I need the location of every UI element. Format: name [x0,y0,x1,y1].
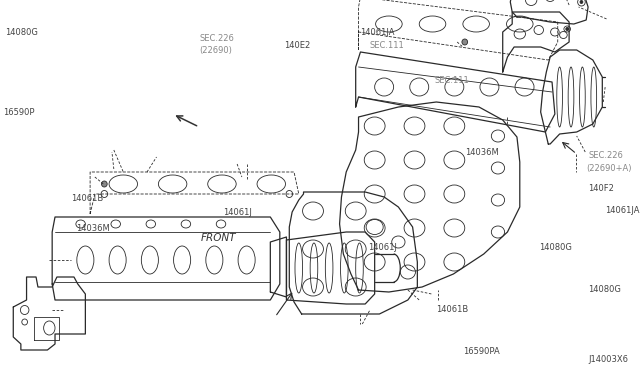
Text: 14036M: 14036M [465,148,499,157]
Text: 14036M: 14036M [76,224,109,232]
Text: 14061B: 14061B [436,305,468,314]
Text: 14061JA: 14061JA [360,28,395,36]
Text: SEC.226: SEC.226 [199,33,234,42]
Text: 14080G: 14080G [539,244,572,253]
Text: 14061JA: 14061JA [605,205,639,215]
Text: 14061J: 14061J [223,208,252,217]
Ellipse shape [580,0,583,3]
Text: FRONT: FRONT [201,233,237,243]
Text: 16590PA: 16590PA [463,347,500,356]
Text: 14080G: 14080G [588,285,621,295]
Text: 14080G: 14080G [4,28,38,36]
Text: J14003X6: J14003X6 [588,356,628,365]
Ellipse shape [462,39,468,45]
Ellipse shape [102,181,107,187]
Text: 140E2: 140E2 [285,41,311,49]
Text: SEC.111: SEC.111 [435,76,469,84]
Text: 140F2: 140F2 [588,183,614,192]
Text: (22690): (22690) [199,45,232,55]
Text: 14061J: 14061J [368,244,397,253]
Text: 14061B: 14061B [71,193,104,202]
Ellipse shape [566,28,568,31]
Text: SEC.226: SEC.226 [588,151,623,160]
Text: 16590P: 16590P [3,108,35,116]
Text: (22690+A): (22690+A) [586,164,632,173]
Text: SEC.111: SEC.111 [370,41,404,49]
